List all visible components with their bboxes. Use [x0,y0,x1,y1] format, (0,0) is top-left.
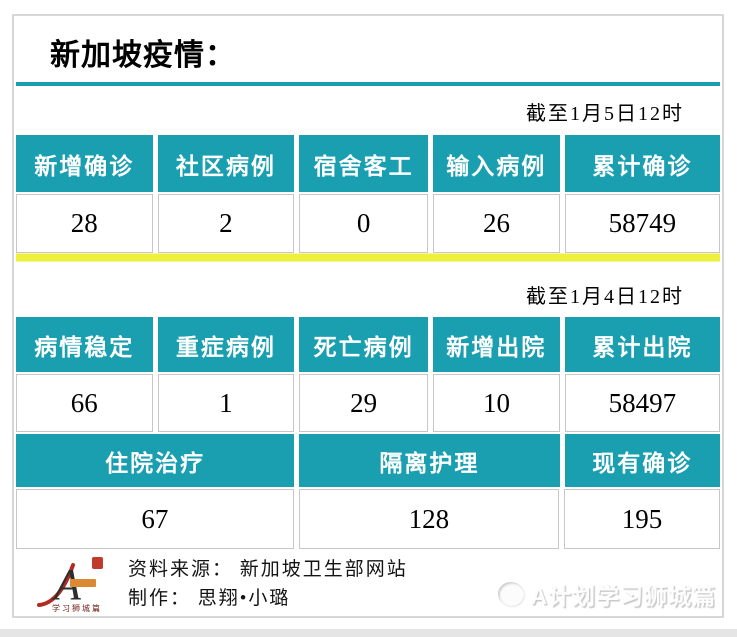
table2-header-cell: 重症病例 [157,317,295,372]
table2-value-cell: 58497 [564,374,720,432]
watermark-account-icon [498,582,525,606]
table2-header-row: 病情稳定 重症病例 死亡病例 新增出院 累计出院 [16,317,721,372]
table2-value-cell: 1 [157,374,295,432]
logo-banner [70,579,96,587]
table1-value-cell: 28 [16,194,153,253]
table1-header-row: 新增确诊 社区病例 宿舍客工 输入病例 累计确诊 [16,135,721,192]
table2-value-cell: 29 [299,374,429,432]
asof-date-jan5: 截至1月5日12时 [526,103,684,125]
table2-header-cell: 累计出院 [564,317,721,372]
table2-header-cell: 新增出院 [432,317,560,372]
summary-header-row: 住院治疗 隔离护理 现有确诊 [16,434,720,487]
logo-seal [92,557,103,569]
table1-value-cell: 58749 [564,194,720,253]
watermark-text: A计划学习狮城篇 [530,583,716,609]
source-line: 资料来源： 新加坡卫生部网站 [128,559,408,580]
maker-line: 制作： 思翔•小璐 [128,588,291,609]
brand-logo: A 学习狮城篇 [37,557,103,613]
logo-swoosh [37,563,75,607]
table1-header-cell: 累计确诊 [564,135,721,192]
summary-value-cell: 67 [16,489,294,549]
table1-value-row: 28 2 0 26 58749 [16,194,720,253]
table2-header-cell: 病情稳定 [16,317,153,372]
summary-header-cell: 隔离护理 [299,434,560,487]
table1-header-cell: 宿舍客工 [299,135,428,192]
bottom-strip [0,629,737,637]
title-underline [16,82,720,86]
table2-value-cell: 66 [16,374,153,432]
watermark: A计划学习狮城篇 [498,577,716,611]
summary-value-cell: 128 [298,489,559,549]
table1-header-cell: 输入病例 [432,135,560,192]
summary-value-cell: 195 [563,489,720,549]
infographic-card: 新加坡疫情： 截至1月5日12时 新增确诊 社区病例 宿舍客工 输入病例 累计确… [12,14,724,618]
table1-header-cell: 新增确诊 [16,135,153,192]
table1-value-cell: 2 [157,194,295,253]
table2-header-cell: 死亡病例 [299,317,428,372]
logo-caption: 学习狮城篇 [52,603,102,613]
page-title: 新加坡疫情： [50,39,236,72]
section-divider [16,254,720,261]
summary-header-cell: 住院治疗 [16,434,295,487]
table1-value-cell: 26 [433,194,560,253]
table2-value-cell: 10 [433,374,560,432]
asof-date-jan4: 截至1月4日12时 [526,286,684,308]
summary-header-cell: 现有确诊 [564,434,720,487]
summary-value-row: 67 128 195 [16,489,720,549]
table2-value-row: 66 1 29 10 58497 [16,374,720,432]
credits: 资料来源： 新加坡卫生部网站 制作： 思翔•小璐 [128,555,408,613]
table1-value-cell: 0 [299,194,429,253]
footer: A 学习狮城篇 资料来源： 新加坡卫生部网站 制作： 思翔•小璐 A计划学习狮城… [16,555,720,613]
table1-header-cell: 社区病例 [157,135,295,192]
